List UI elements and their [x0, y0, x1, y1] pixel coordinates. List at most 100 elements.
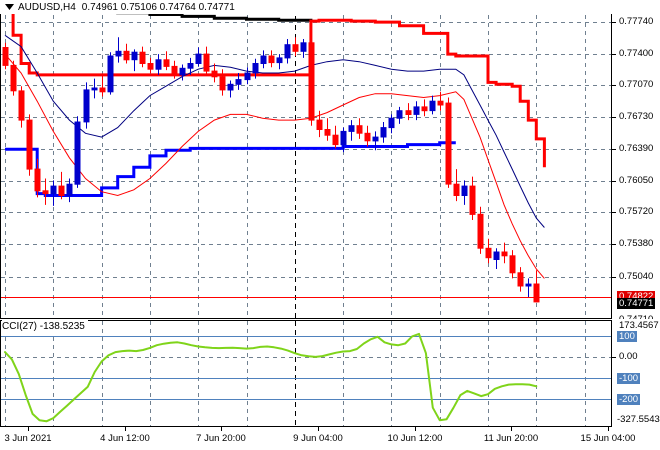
candle-body — [469, 185, 476, 215]
candle-body — [493, 251, 500, 260]
candle-body — [171, 65, 178, 76]
cci-level-badge: -100 — [617, 373, 641, 384]
price-axis-label-clipped: 0.74710 — [619, 315, 653, 319]
candle-body — [284, 44, 291, 59]
candle-body — [50, 185, 57, 195]
price-axis-label: 0.77740 — [619, 16, 654, 27]
candle-body — [485, 247, 492, 259]
price-axis-tick — [612, 244, 616, 245]
price-axis-label: 0.75040 — [619, 271, 654, 282]
time-axis-label: 3 Jun 2021 — [4, 433, 52, 444]
candle-body — [123, 50, 130, 61]
candle-body — [437, 100, 444, 106]
candle-body — [380, 127, 387, 138]
candle-body — [429, 100, 436, 112]
time-axis-label: 10 Jun 12:00 — [387, 433, 443, 444]
candle-body — [421, 106, 428, 112]
price-axis-tick — [612, 117, 616, 118]
price-axis-tick — [612, 181, 616, 182]
time-axis-label: 15 Jun 04:00 — [580, 433, 636, 444]
time-axis-label: 7 Jun 20:00 — [196, 433, 246, 444]
candle-body — [396, 110, 403, 119]
cci-pane[interactable] — [0, 320, 612, 427]
indicator-line-ma-red — [4, 53, 545, 279]
price-axis-tick — [612, 149, 616, 150]
time-axis-label: 9 Jun 04:00 — [293, 433, 343, 444]
time-axis-tick — [125, 427, 126, 431]
candle-body — [340, 130, 347, 146]
price-axis-label: 0.77400 — [619, 48, 654, 59]
indicator-line-ma-navy — [4, 34, 545, 228]
candle-body — [332, 134, 339, 146]
price-axis-label: 0.75380 — [619, 238, 654, 249]
candle-body — [501, 251, 508, 257]
price-axis-tick — [612, 22, 616, 23]
cci-axis[interactable]: 173.4567 0.00 100 -100 -200 -327.5543 — [612, 320, 660, 427]
candle-body — [2, 47, 9, 66]
time-axis-label: 4 Jun 12:00 — [100, 433, 150, 444]
bid-price-badge: 0.74771 — [617, 298, 656, 309]
candle-body — [18, 90, 25, 121]
candle-body — [364, 132, 371, 142]
cci-curve — [4, 332, 538, 423]
price-axis-label: 0.76730 — [619, 111, 654, 122]
chevron-down-icon[interactable] — [3, 1, 16, 14]
price-axis-tick — [612, 212, 616, 213]
price-axis-tick — [612, 85, 616, 86]
candle-body — [533, 283, 540, 303]
cci-axis-min-label: -327.5543 — [617, 414, 660, 425]
candle-body — [83, 89, 90, 123]
ask-price-badge: 0.74822 — [617, 291, 656, 302]
candle-body — [413, 106, 420, 115]
candle-body — [388, 117, 395, 129]
candle-body — [252, 63, 259, 74]
candle-body — [461, 185, 468, 197]
candle-body — [316, 119, 323, 130]
price-axis[interactable]: 0.77740 0.77400 0.77070 0.76730 0.76390 0.760… — [612, 6, 660, 319]
candle-body — [372, 136, 379, 142]
candle-body — [147, 63, 154, 70]
candle-body — [525, 283, 532, 287]
candle-body — [308, 42, 315, 121]
candle-body — [74, 121, 81, 185]
time-axis[interactable]: 3 Jun 2021 4 Jun 12:00 7 Jun 20:00 9 Jun 04… — [0, 427, 660, 450]
price-axis-label: 0.76390 — [619, 143, 654, 154]
price-plot — [1, 7, 611, 318]
candle-body — [187, 63, 194, 69]
price-pane[interactable] — [0, 6, 612, 319]
candle-body — [219, 76, 226, 91]
time-axis-tick — [415, 427, 416, 431]
price-axis-label: 0.75720 — [619, 206, 654, 217]
candle-body — [227, 83, 234, 91]
time-axis-tick — [511, 427, 512, 431]
time-axis-tick — [608, 427, 609, 431]
indicator-line-upper-band-red — [5, 7, 546, 168]
price-axis-label: 0.76050 — [619, 175, 654, 186]
candle-body — [235, 79, 242, 85]
candle-body — [34, 168, 41, 192]
candle-body — [10, 64, 17, 92]
candle-body — [107, 55, 114, 93]
candle-body — [477, 213, 484, 249]
time-axis-tick — [221, 427, 222, 431]
candle-body — [179, 67, 186, 76]
candle-body — [356, 125, 363, 134]
candle-body — [453, 183, 460, 196]
time-axis-label: 11 Jun 20:00 — [483, 433, 539, 444]
candle-body — [66, 183, 73, 196]
candle-body — [509, 255, 516, 274]
candle-body — [348, 125, 355, 132]
cci-level-badge: -200 — [617, 394, 641, 405]
candle-body — [517, 272, 524, 287]
candle-body — [139, 51, 146, 65]
price-axis-tick — [612, 277, 616, 278]
candle-body — [268, 55, 275, 64]
candle-body — [155, 59, 162, 70]
candle-body — [203, 53, 210, 72]
candle-body — [195, 53, 202, 64]
candle-body — [324, 129, 331, 136]
candle-body — [163, 59, 170, 67]
candle-body — [244, 72, 251, 81]
cci-level-badge: 100 — [617, 331, 637, 342]
